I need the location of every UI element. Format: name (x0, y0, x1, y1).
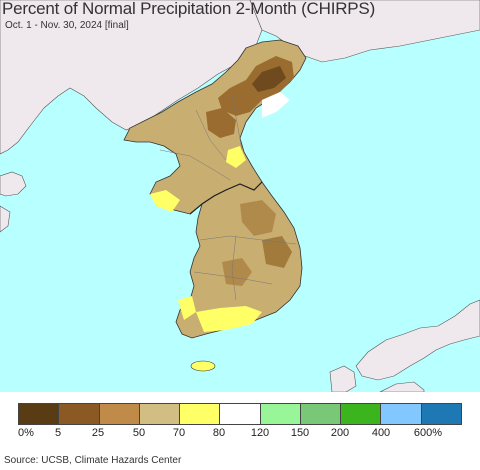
legend-swatch (421, 404, 461, 424)
color-legend (18, 403, 462, 425)
precipitation-map (0, 0, 480, 392)
china-coast (0, 205, 11, 233)
russia-land (249, 0, 480, 63)
legend-tick-label: 5 (54, 427, 62, 439)
near-normal-southwest (178, 296, 196, 320)
province-borders (159, 95, 297, 301)
legend-tick-label: 80 (212, 427, 226, 439)
dry-patch-central (206, 108, 236, 138)
legend-swatch (19, 404, 60, 424)
legend-tick-label: 25 (91, 427, 105, 439)
page-title: Percent of Normal Precipitation 2-Month … (2, 0, 376, 18)
legend-tick-label: 400 (371, 427, 391, 439)
source-credit: Source: UCSB, Climate Hazards Center (4, 455, 182, 466)
jeju-island (190, 360, 216, 372)
legend-swatch (99, 404, 140, 424)
legend-tick-label: 70 (172, 427, 186, 439)
legend-swatch (381, 404, 422, 424)
page-subtitle: Oct. 1 - Nov. 30, 2024 [final] (5, 20, 129, 31)
japan-shikoku (379, 381, 425, 392)
legend-tick-label: 600% (413, 427, 443, 439)
legend-tick-label: 120 (250, 427, 270, 439)
legend-swatch (220, 404, 261, 424)
dry-patch-south-3 (262, 236, 292, 268)
legend-swatch (180, 404, 221, 424)
china-shandong (0, 171, 27, 197)
legend-swatch (139, 404, 181, 424)
near-normal-east-coast (226, 146, 246, 168)
japan-land (355, 299, 480, 381)
normal-area-northeast-coast (262, 92, 290, 118)
legend-swatch (300, 404, 342, 424)
legend-tick-label: 0% (18, 427, 34, 439)
dry-patch-south-1 (240, 200, 276, 236)
legend-swatch (341, 404, 382, 424)
dmz-border (189, 181, 263, 215)
legend-swatch (260, 404, 301, 424)
near-normal-west-coast (150, 190, 180, 212)
very-dry-patch (252, 66, 286, 92)
legend-swatch (59, 404, 100, 424)
legend-tick-label: 150 (290, 427, 310, 439)
legend-tick-label: 200 (330, 427, 350, 439)
japan-kyushu (329, 365, 357, 392)
legend-tick-label: 50 (132, 427, 146, 439)
near-normal-south-coast (196, 306, 262, 332)
